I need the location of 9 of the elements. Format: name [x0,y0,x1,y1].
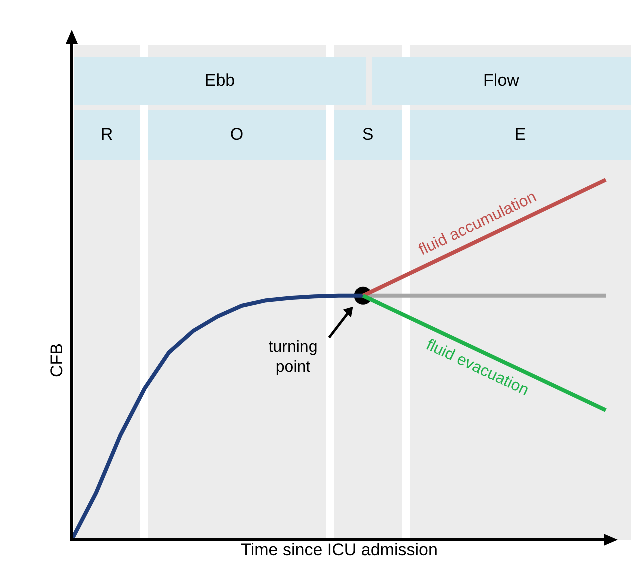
text: Ebb [74,57,366,105]
annotation: turning point [268,338,319,378]
y-axis-title: CFB [48,344,66,378]
text: S [334,110,402,160]
text: Flow [372,57,631,105]
x-axis-title: Time since ICU admission [241,540,438,560]
text: E [410,110,631,160]
text: R [74,110,140,160]
text: O [148,110,326,160]
